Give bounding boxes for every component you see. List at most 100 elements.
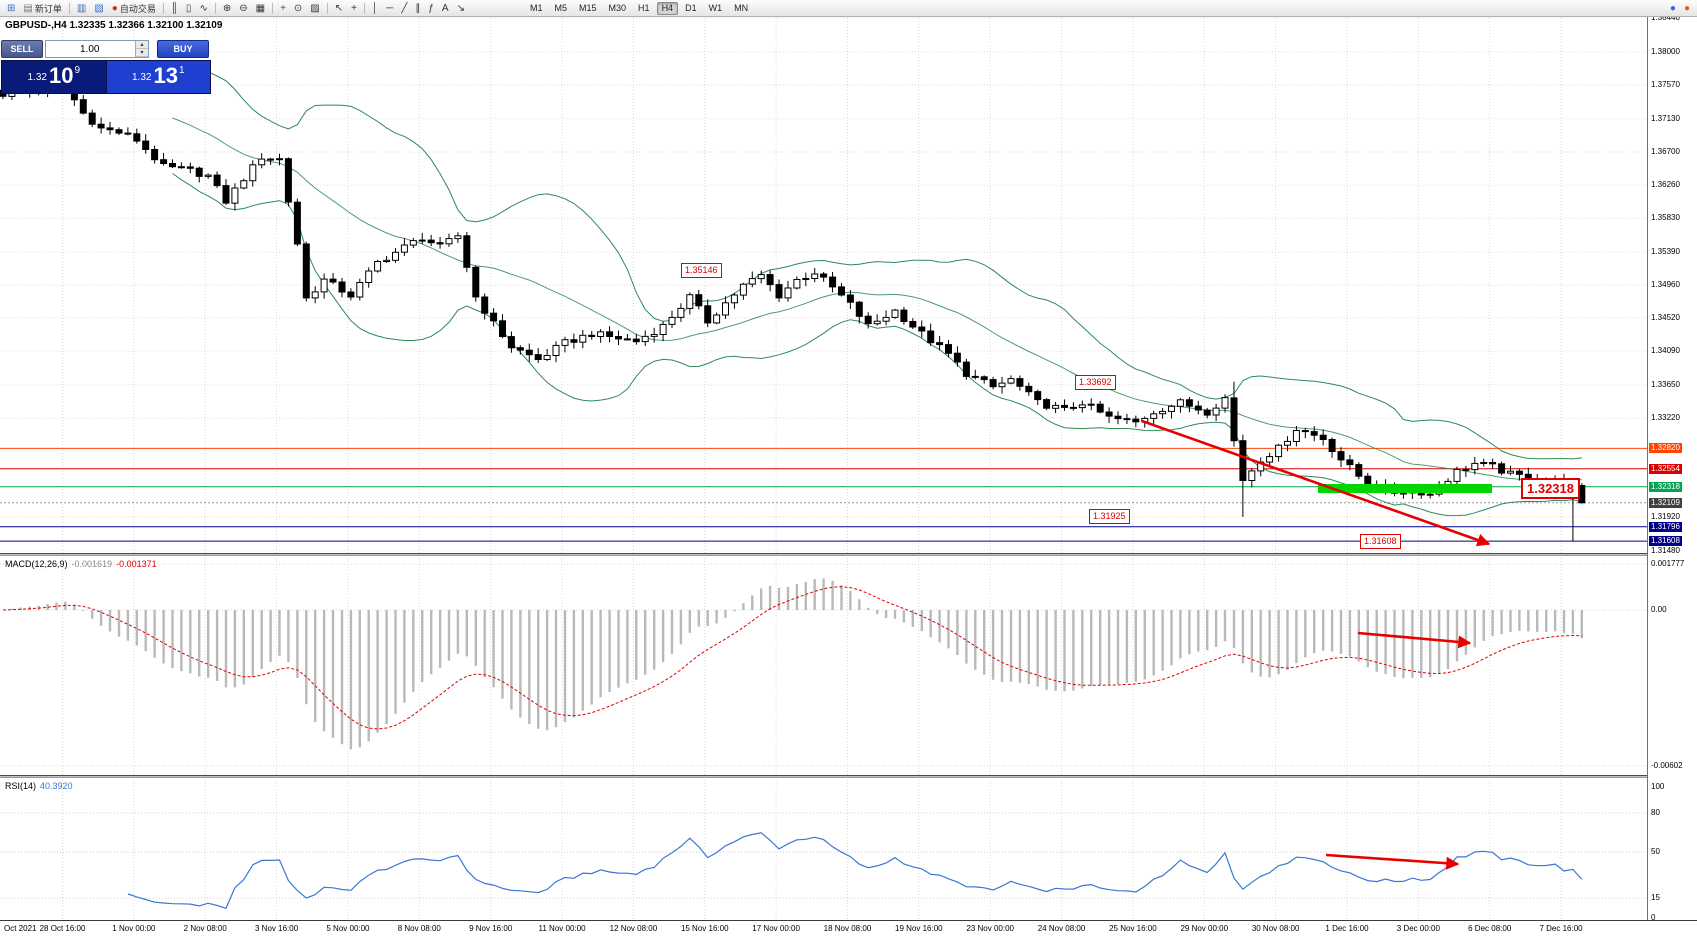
toolbar-separator xyxy=(214,2,216,14)
price-zone-label[interactable]: 1.32318 xyxy=(1521,478,1580,499)
buy-price-sup: 1 xyxy=(178,65,185,76)
timeframe-mn[interactable]: MN xyxy=(734,3,749,13)
time-axis-label: 3 Dec 00:00 xyxy=(1396,924,1440,933)
time-axis[interactable]: Oct 2021 28 Oct 16:00 1 Nov 00:00 2 Nov 08:… xyxy=(0,920,1697,938)
rsi-scale-label: 0 xyxy=(1651,913,1656,922)
sell-price[interactable]: 1.32 10 9 xyxy=(2,61,106,93)
horizontal-line-button[interactable]: ─ xyxy=(382,1,397,15)
toolbar-separator xyxy=(162,2,164,14)
line-chart-button[interactable]: ∿ xyxy=(195,1,211,15)
cursor-button[interactable]: ↖ xyxy=(331,1,347,15)
price-scale-label: 1.38000 xyxy=(1651,47,1680,56)
time-axis-label: 7 Dec 16:00 xyxy=(1539,924,1583,933)
price-scale-label: 1.34090 xyxy=(1651,346,1680,355)
price-scale-label: 1.38440 xyxy=(1651,13,1680,22)
new-order-button[interactable]: ▤ 新订单 xyxy=(19,1,65,15)
time-axis-label: 3 Nov 16:00 xyxy=(255,924,299,933)
volume-input[interactable]: 1.00 ▴ ▾ xyxy=(45,40,149,58)
zoom-in-button[interactable]: ⊕ xyxy=(219,1,235,15)
fibonacci-button[interactable]: ƒ xyxy=(424,1,438,15)
one-click-trading-panel: SELL 1.00 ▴ ▾ BUY 1.32 10 9 1.32 13 1 xyxy=(1,40,211,94)
horizontal-line-icon: ─ xyxy=(386,2,394,14)
timeframe-m1[interactable]: M1 xyxy=(529,3,543,13)
time-axis-label: 17 Nov 00:00 xyxy=(752,924,800,933)
time-axis-label: 30 Nov 08:00 xyxy=(1251,924,1300,933)
timeframe-m30[interactable]: M30 xyxy=(608,3,627,13)
time-axis-label: 23 Nov 00:00 xyxy=(966,924,1014,933)
price-callout: 1.35146 xyxy=(681,263,722,278)
auto-trading-button[interactable]: ● 自动交易 xyxy=(108,1,160,15)
rsi-label: RSI(14) 40.3920 xyxy=(5,781,73,791)
macd-rsi-separator[interactable] xyxy=(0,775,1697,778)
timeframe-m15[interactable]: M15 xyxy=(579,3,597,13)
new-chart-button[interactable]: ⊞ xyxy=(3,1,19,15)
time-axis-label: 12 Nov 08:00 xyxy=(609,924,658,933)
zoom-out-button[interactable]: ⊖ xyxy=(235,1,251,15)
indicators-icon: + xyxy=(280,2,286,14)
auto-trading-icon: ● xyxy=(111,2,118,14)
price-scale-label: 1.31796 xyxy=(1649,522,1682,532)
candlestick-chart-button[interactable]: ▯ xyxy=(182,1,196,15)
price-scale-label: 1.32109 xyxy=(1649,498,1682,508)
arrows-tool-button[interactable]: ↘ xyxy=(453,1,469,15)
timeframe-m5[interactable]: M5 xyxy=(554,3,568,13)
trendline-button[interactable]: ╱ xyxy=(397,1,411,15)
news-status-icon[interactable]: ● xyxy=(1666,1,1680,15)
price-scale-label: 1.37570 xyxy=(1651,80,1680,89)
text-tool-button[interactable]: A xyxy=(438,1,453,15)
stepper-down-icon[interactable]: ▾ xyxy=(136,49,148,57)
toolbar-separator xyxy=(68,2,70,14)
macd-scale-label: 0.00 xyxy=(1651,605,1667,614)
navigator-icon: ▧ xyxy=(94,2,104,14)
arrows-tool-icon: ↘ xyxy=(456,2,465,14)
periods-icon: ⊙ xyxy=(293,2,303,14)
chart-ohlc-header: GBPUSD-,H4 1.32335 1.32366 1.32100 1.321… xyxy=(5,20,223,31)
new-order-icon: ▤ xyxy=(23,2,33,14)
price-scale-label: 1.34960 xyxy=(1651,280,1680,289)
time-axis-label: Oct 2021 xyxy=(4,924,37,933)
indicators-button[interactable]: + xyxy=(276,1,290,15)
macd-main-value: -0.001619 xyxy=(71,559,113,569)
price-scale-label: 1.37130 xyxy=(1651,114,1680,123)
market-watch-icon: ▥ xyxy=(76,2,87,14)
channel-icon: ∥ xyxy=(415,2,421,14)
macd-scale-label: 0.001777 xyxy=(1651,559,1685,568)
volume-stepper[interactable]: ▴ ▾ xyxy=(135,41,148,57)
news-status-icon-icon: ● xyxy=(1669,2,1676,14)
time-axis-label: 29 Nov 00:00 xyxy=(1180,924,1229,933)
main-macd-separator[interactable] xyxy=(0,553,1697,556)
cursor-icon: ↖ xyxy=(334,2,344,14)
bar-chart-button[interactable]: ║ xyxy=(167,1,182,15)
price-scale-label: 1.32318 xyxy=(1649,482,1682,492)
price-callout: 1.31608 xyxy=(1360,534,1401,549)
tile-windows-button[interactable]: ▦ xyxy=(252,1,269,15)
toolbar-separator xyxy=(363,2,365,14)
price-scale[interactable]: 1.38440 1.38000 1.37570 1.37130 1.36700 1.362… xyxy=(1647,13,1697,938)
navigator-button[interactable]: ▧ xyxy=(90,1,107,15)
timeframe-w1[interactable]: W1 xyxy=(708,3,723,13)
zoom-in-icon: ⊕ xyxy=(222,2,232,14)
rsi-value: 40.3920 xyxy=(40,781,73,791)
price-scale-label: 1.31920 xyxy=(1651,512,1680,521)
time-axis-label: 6 Dec 08:00 xyxy=(1468,924,1512,933)
templates-button[interactable]: ▨ xyxy=(306,1,323,15)
buy-button[interactable]: BUY xyxy=(157,40,209,58)
crosshair-button[interactable]: + xyxy=(347,1,361,15)
periods-button[interactable]: ⊙ xyxy=(290,1,306,15)
toolbar-separator xyxy=(326,2,328,14)
rsi-scale-label: 50 xyxy=(1651,847,1660,856)
market-watch-button[interactable]: ▥ xyxy=(73,1,90,15)
timeframe-h1[interactable]: H1 xyxy=(638,3,650,13)
stepper-up-icon[interactable]: ▴ xyxy=(136,41,148,49)
timeframe-h4[interactable]: H4 xyxy=(656,1,679,15)
time-axis-label: 2 Nov 08:00 xyxy=(183,924,227,933)
vertical-line-button[interactable]: │ xyxy=(368,1,382,15)
channel-button[interactable]: ∥ xyxy=(411,1,424,15)
timeframe-d1[interactable]: D1 xyxy=(685,3,697,13)
sell-button[interactable]: SELL xyxy=(1,40,43,58)
connection-status-icon[interactable]: ● xyxy=(1680,1,1694,15)
buy-price[interactable]: 1.32 13 1 xyxy=(105,61,210,93)
sell-price-sup: 9 xyxy=(74,65,80,76)
macd-scale-label: -0.00602 xyxy=(1651,761,1683,770)
